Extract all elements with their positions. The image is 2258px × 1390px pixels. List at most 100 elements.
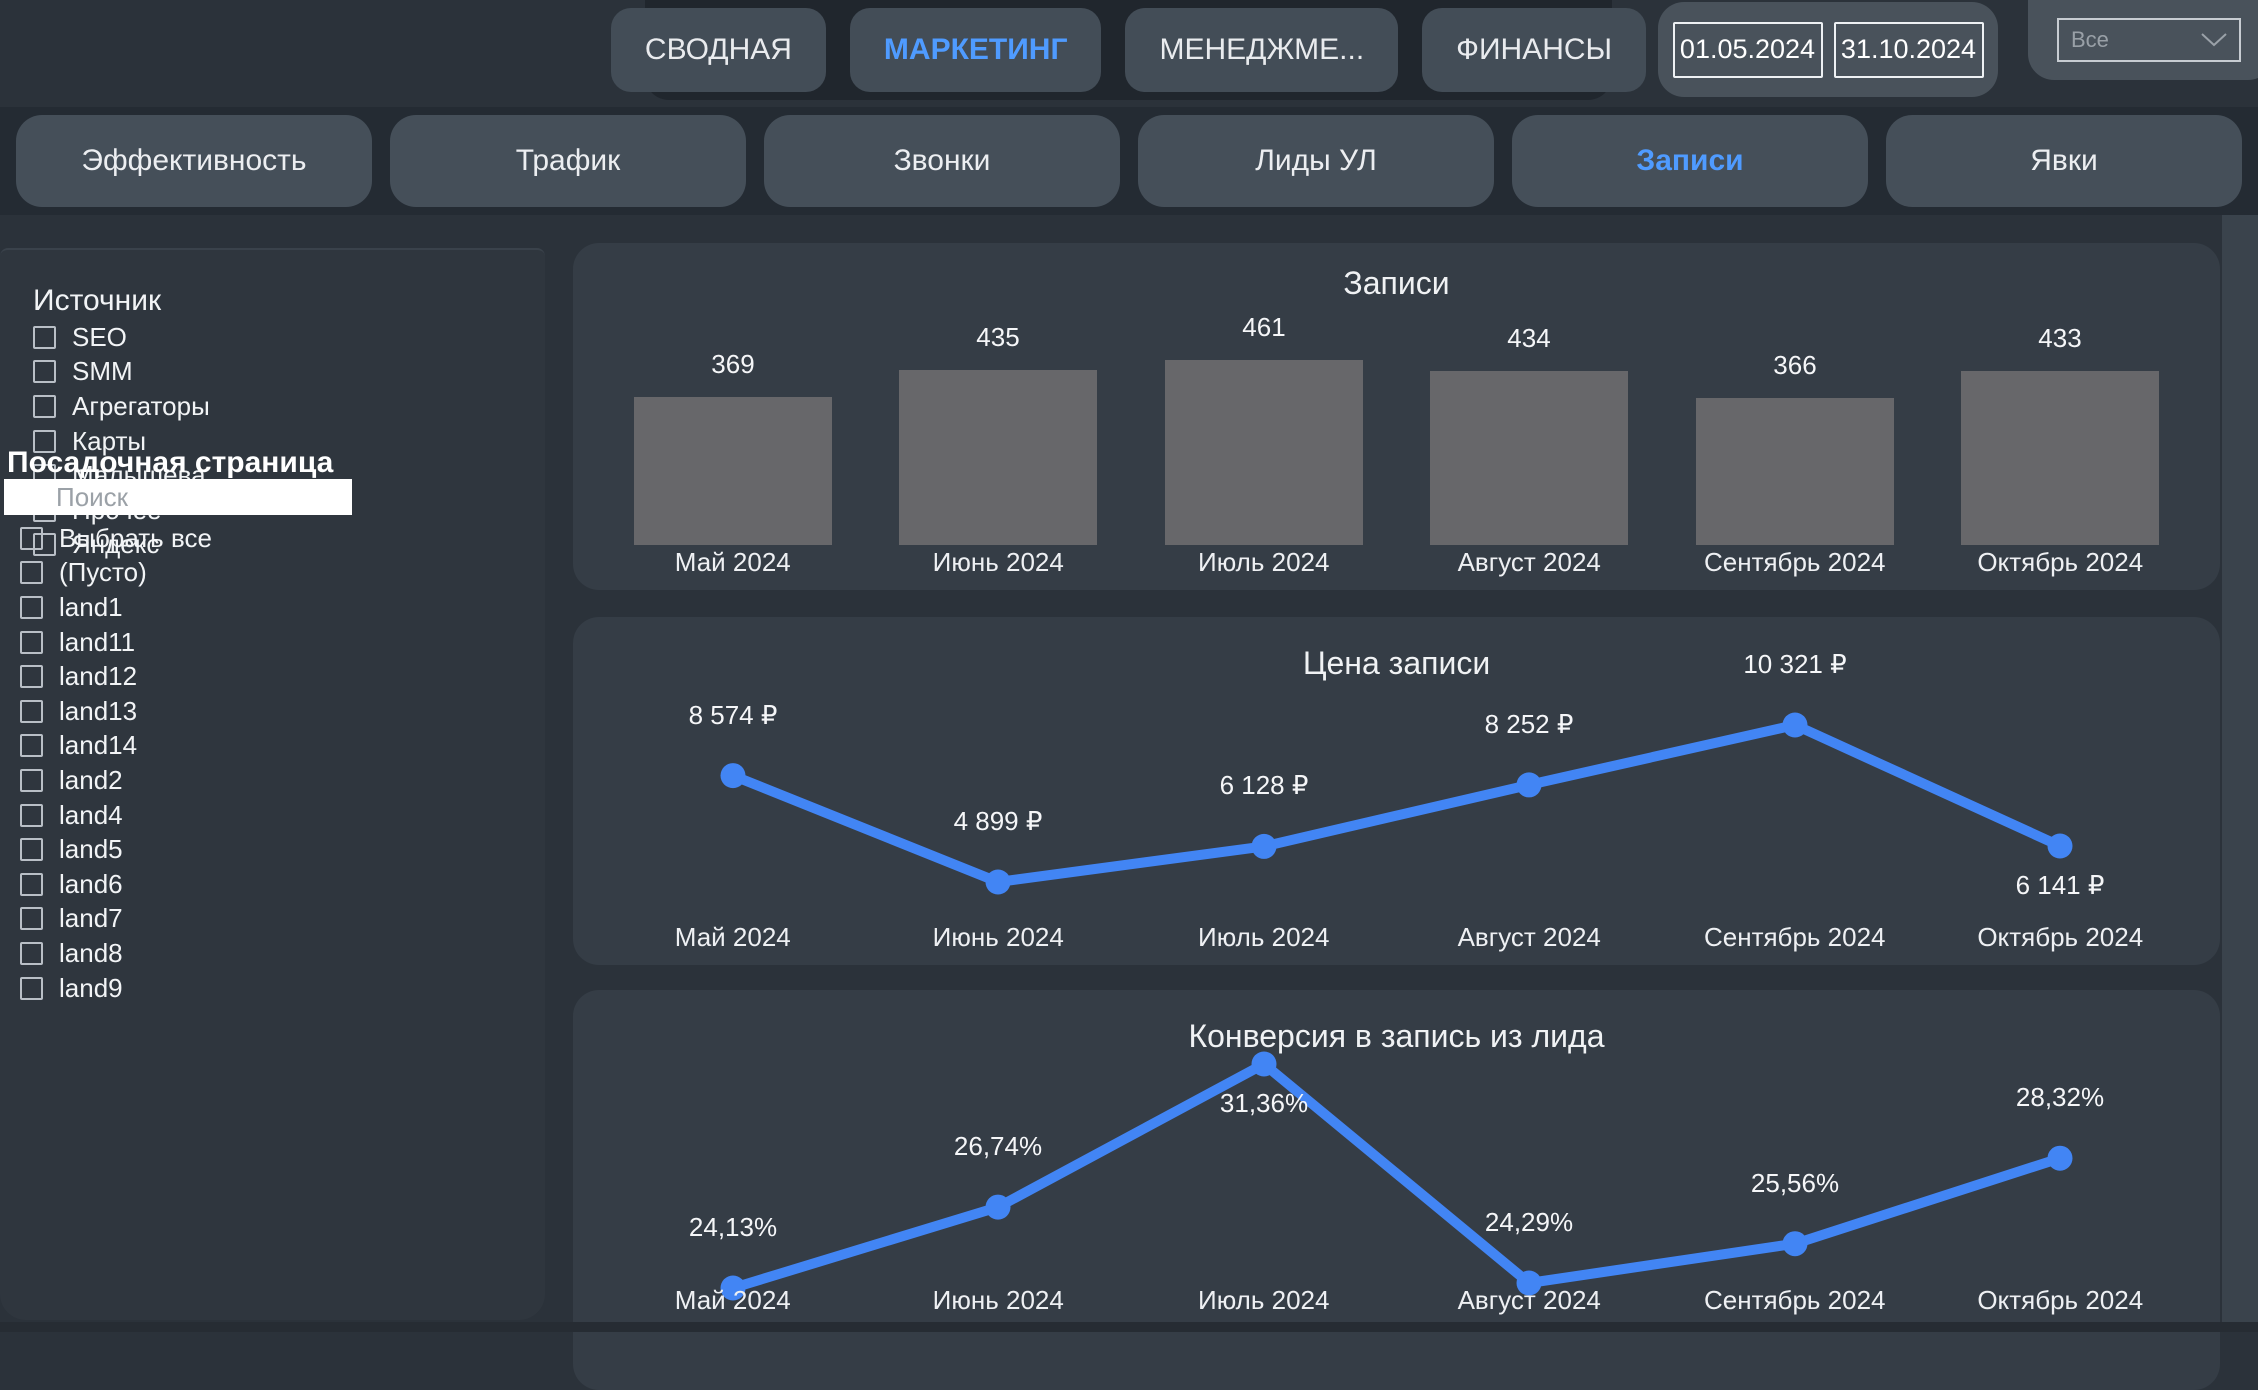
x-axis-label: Май 2024 xyxy=(674,1285,791,1315)
data-point[interactable] xyxy=(1251,1051,1277,1077)
chart-title: Записи xyxy=(1343,265,1450,301)
checkbox-icon[interactable] xyxy=(20,872,43,896)
bar-value-label: 366 xyxy=(1773,350,1817,381)
bar[interactable] xyxy=(1165,360,1363,545)
landing-item-8[interactable]: land2 xyxy=(0,763,535,798)
landing-label: land6 xyxy=(59,868,123,899)
top-tab-3[interactable]: МЕНЕДЖМЕ... xyxy=(1125,8,1399,92)
report-page-tabs: СВОДНАЯ МАРКЕТИНГ МЕНЕДЖМЕ... ФИНАНСЫ xyxy=(610,0,1647,100)
x-axis-label: Сентябрь 2024 xyxy=(1703,922,1886,952)
date-to-input[interactable]: 31.10.2024 xyxy=(1833,21,1984,78)
source-item-7[interactable]: Яндекс xyxy=(0,528,535,563)
bar[interactable] xyxy=(1430,370,1628,545)
landing-item-12[interactable]: land7 xyxy=(0,902,535,937)
landing-item-2[interactable]: (Пусто) xyxy=(0,556,535,591)
bar[interactable] xyxy=(1696,398,1894,545)
checkbox-icon[interactable] xyxy=(20,768,43,792)
checkbox-icon[interactable] xyxy=(33,429,56,453)
chart-title: Конверсия в запись из лида xyxy=(1188,1018,1605,1054)
checkbox-icon[interactable] xyxy=(33,360,56,384)
nav-tab-6[interactable]: Явки xyxy=(1886,115,2242,207)
checkbox-icon[interactable] xyxy=(33,533,56,557)
landing-filter-list: Выбрать все (Пусто) land1 land11 land12 land1… xyxy=(0,521,535,1005)
data-point[interactable] xyxy=(1516,1270,1542,1296)
source-item-4[interactable]: Карты xyxy=(0,424,535,459)
checkbox-icon[interactable] xyxy=(20,838,43,862)
landing-search-input[interactable]: Поиск xyxy=(4,479,352,515)
nav-tab-5[interactable]: Записи xyxy=(1512,115,1868,207)
bar[interactable] xyxy=(899,370,1097,545)
checkbox-icon[interactable] xyxy=(20,699,43,723)
point-value-label: 8 574 ₽ xyxy=(688,699,778,730)
checkbox-icon[interactable] xyxy=(20,665,43,689)
top-tab-1[interactable]: СВОДНАЯ xyxy=(610,8,826,92)
x-axis-label: Май 2024 xyxy=(674,547,791,577)
filter-dropdown-value: Все xyxy=(2071,27,2109,52)
checkbox-icon[interactable] xyxy=(20,976,43,1000)
landing-item-5[interactable]: land12 xyxy=(0,659,535,694)
top-tab-2[interactable]: МАРКЕТИНГ xyxy=(849,8,1102,92)
filters-sidebar: Источник SEOSMMАгрегаторыКартыМалышеваПр… xyxy=(0,248,545,1320)
chart-panel-record-price: Цена записи 8 574 ₽ 4 899 ₽ 6 128 ₽ 8 252 ₽… xyxy=(573,617,2220,965)
line-chart xyxy=(720,712,2073,895)
bar-value-label: 433 xyxy=(2038,323,2082,354)
point-value-label: 25,56% xyxy=(1750,1167,1840,1198)
date-from-input[interactable]: 01.05.2024 xyxy=(1672,21,1823,78)
landing-item-9[interactable]: land4 xyxy=(0,798,535,833)
nav-tab-2[interactable]: Трафик xyxy=(390,115,746,207)
landing-item-7[interactable]: land14 xyxy=(0,729,535,764)
landing-item-6[interactable]: land13 xyxy=(0,694,535,729)
landing-item-11[interactable]: land6 xyxy=(0,867,535,902)
data-point[interactable] xyxy=(1782,1231,1808,1257)
landing-item-10[interactable]: land5 xyxy=(0,832,535,867)
data-point[interactable] xyxy=(2047,833,2073,859)
checkbox-icon[interactable] xyxy=(33,325,56,349)
checkbox-icon[interactable] xyxy=(33,394,56,418)
filter-dropdown[interactable]: Все xyxy=(2057,18,2241,62)
bar[interactable] xyxy=(1961,371,2159,545)
checkbox-icon[interactable] xyxy=(20,907,43,931)
checkbox-icon[interactable] xyxy=(20,941,43,965)
data-point[interactable] xyxy=(1516,772,1542,798)
landing-item-1[interactable]: Выбрать все xyxy=(0,521,535,556)
landing-item-14[interactable]: land9 xyxy=(0,971,535,1006)
data-point[interactable] xyxy=(985,1194,1011,1220)
x-axis-label: Октябрь 2024 xyxy=(1977,1285,2144,1315)
data-point[interactable] xyxy=(720,1275,746,1301)
checkbox-icon[interactable] xyxy=(20,630,43,654)
data-point[interactable] xyxy=(985,869,1011,895)
landing-item-4[interactable]: land11 xyxy=(0,625,535,660)
data-point[interactable] xyxy=(1782,712,1808,738)
checkbox-icon[interactable] xyxy=(20,595,43,619)
source-item-3[interactable]: Агрегаторы xyxy=(0,389,535,424)
checkbox-icon[interactable] xyxy=(20,561,43,585)
landing-label: land14 xyxy=(59,730,138,761)
point-value-label: 6 141 ₽ xyxy=(2015,870,2105,901)
nav-tab-3[interactable]: Звонки xyxy=(764,115,1120,207)
data-point[interactable] xyxy=(720,763,746,789)
top-tab-4[interactable]: ФИНАНСЫ xyxy=(1422,8,1647,92)
landing-item-13[interactable]: land8 xyxy=(0,936,535,971)
x-axis-label: Август 2024 xyxy=(1457,547,1601,577)
source-label: Яндекс xyxy=(72,529,160,560)
data-point[interactable] xyxy=(2047,1145,2073,1171)
checkbox-icon[interactable] xyxy=(20,734,43,758)
checkbox-icon[interactable] xyxy=(20,803,43,827)
nav-tab-4[interactable]: Лиды УЛ xyxy=(1138,115,1494,207)
source-item-2[interactable]: SMM xyxy=(0,355,535,390)
filter-dropdown-panel: Все xyxy=(2028,0,2258,80)
landing-label: land8 xyxy=(59,937,123,968)
source-label: Карты xyxy=(72,425,147,456)
landing-item-3[interactable]: land1 xyxy=(0,590,535,625)
source-item-1[interactable]: SEO xyxy=(0,320,535,355)
bar[interactable] xyxy=(634,396,832,545)
point-value-label: 26,74% xyxy=(953,1131,1043,1162)
nav-tab-1[interactable]: Эффективность xyxy=(16,115,372,207)
data-point[interactable] xyxy=(1251,833,1277,859)
checkbox-icon[interactable] xyxy=(20,526,43,550)
landing-label: (Пусто) xyxy=(59,557,147,588)
point-value-label: 8 252 ₽ xyxy=(1484,708,1574,739)
x-axis-label: Август 2024 xyxy=(1457,922,1601,952)
point-value-label: 4 899 ₽ xyxy=(953,806,1043,836)
